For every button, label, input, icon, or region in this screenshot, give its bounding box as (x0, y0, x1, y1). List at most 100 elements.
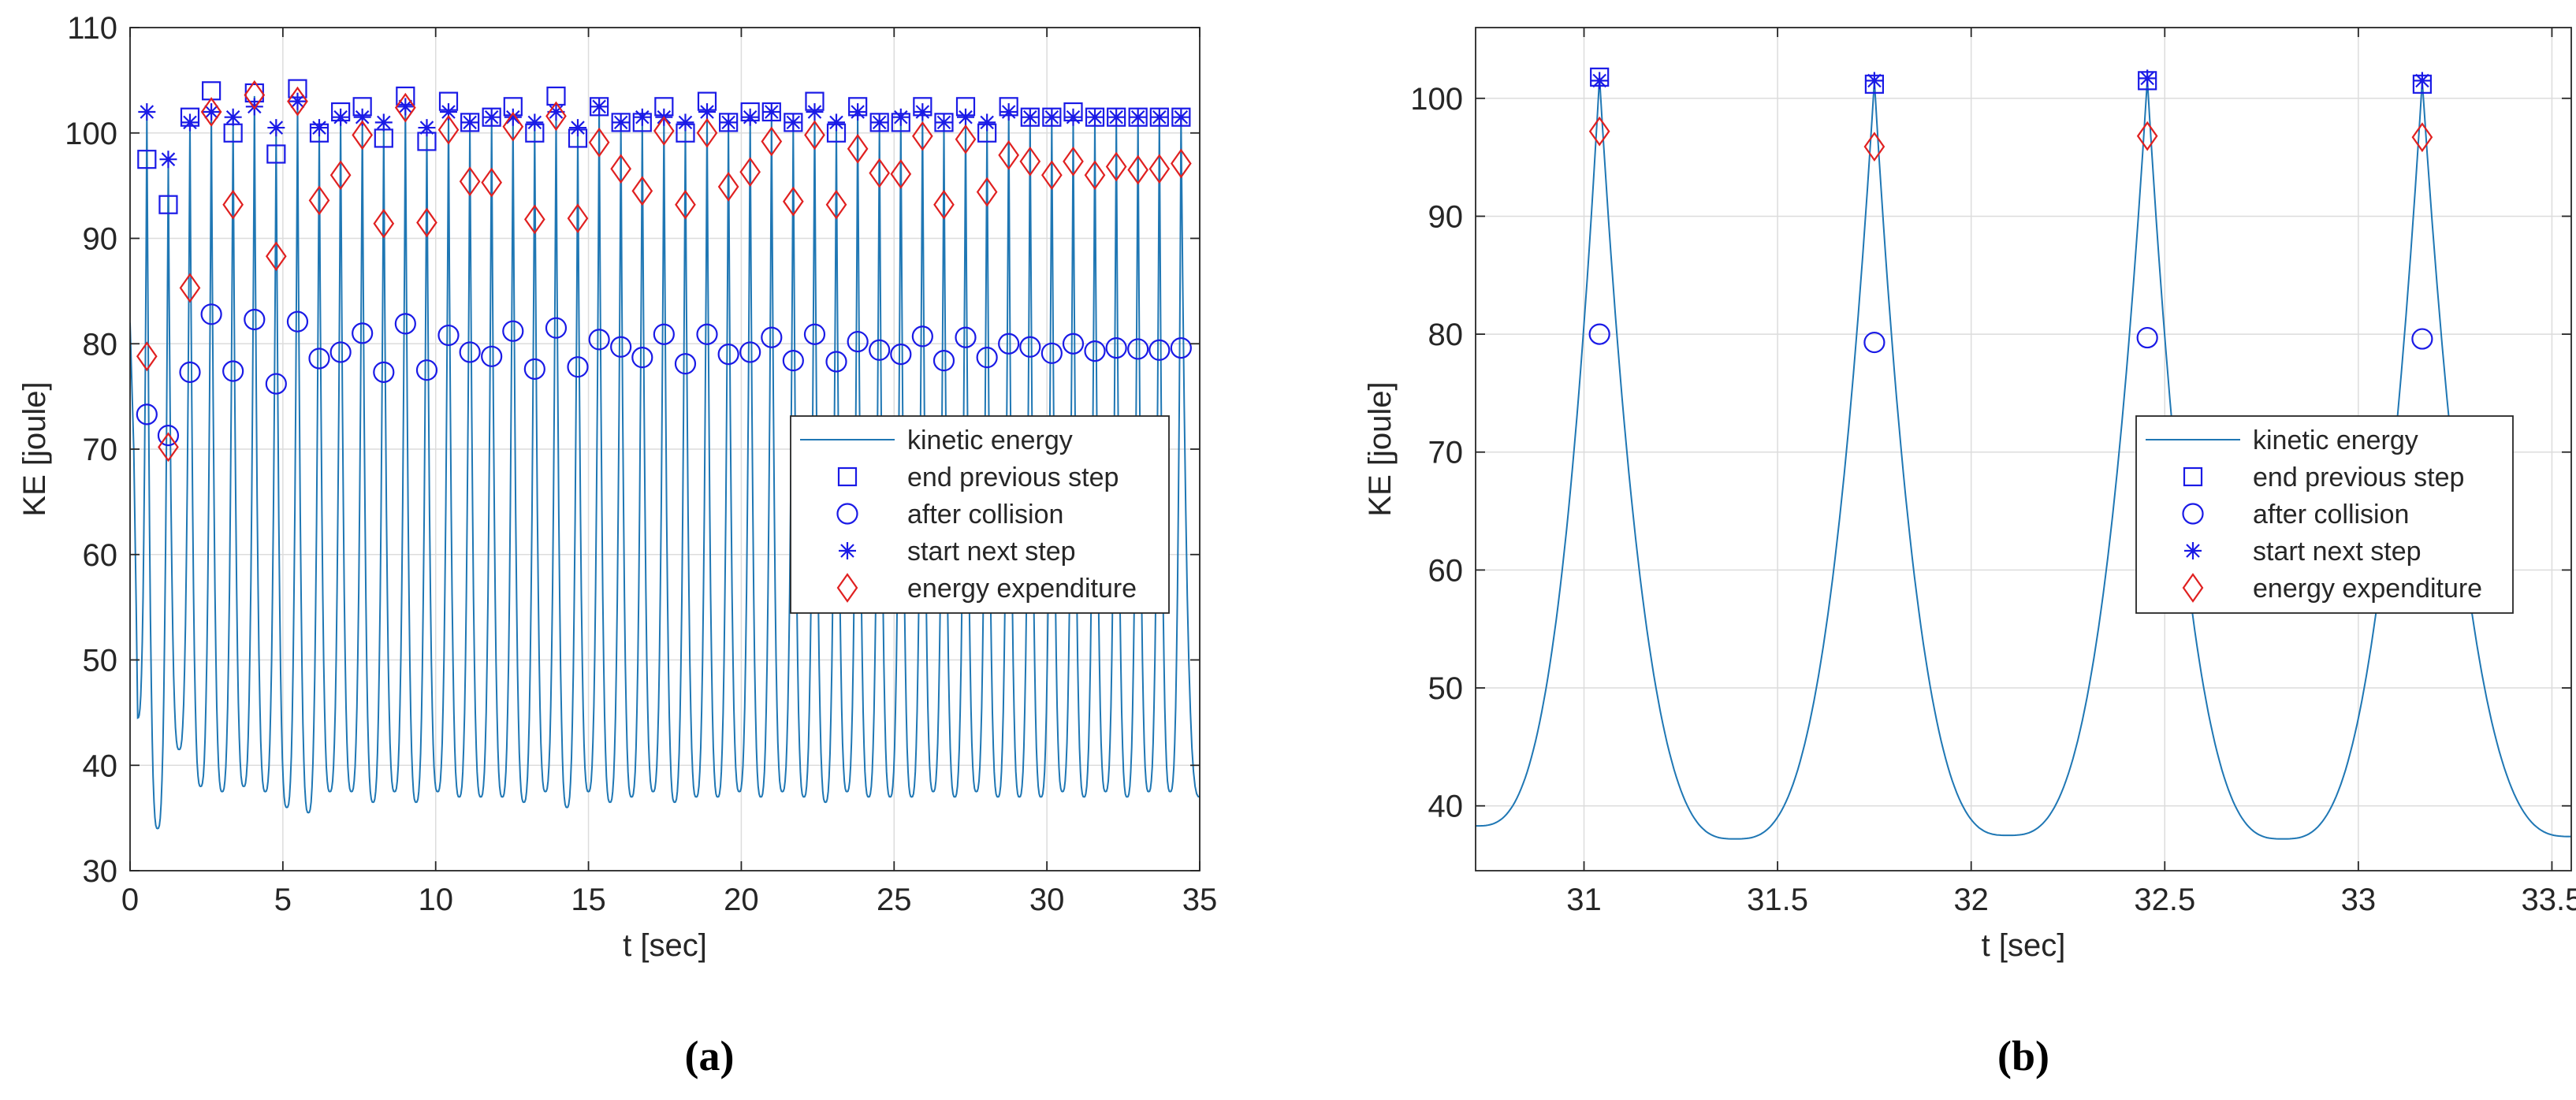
diamond-marker (481, 167, 503, 198)
asterisk-marker (590, 98, 609, 116)
y-tick-label: 90 (83, 222, 118, 257)
series-circle (1588, 323, 2433, 354)
y-tick-label: 110 (67, 11, 117, 46)
chart-panel-b: 31 31.5 32 32.5 33 33.5 40 50 60 70 80 90 100 t [sec]… (1363, 27, 2576, 963)
asterisk-marker (1129, 108, 1147, 126)
x-axis-label: t [sec] (1982, 928, 2066, 963)
legend-asterisk-sample (839, 542, 856, 559)
asterisk-marker (482, 108, 501, 126)
circle-marker (803, 323, 826, 345)
asterisk-marker (1064, 108, 1082, 126)
y-tick-label: 30 (83, 854, 118, 889)
x-tick-label: 32.5 (2134, 883, 2195, 917)
diamond-marker (394, 92, 416, 123)
circle-marker (1588, 323, 1610, 345)
circle-marker (761, 326, 783, 348)
diamond-marker (869, 158, 891, 188)
legend-label: energy expenditure (2253, 574, 2482, 604)
asterisk-marker (547, 103, 565, 121)
series-diamond (136, 80, 1192, 463)
x-tick-label: 33.5 (2522, 883, 2576, 917)
x-tick-label: 15 (571, 883, 606, 917)
asterisk-marker (1107, 108, 1126, 126)
y-tick-label: 100 (65, 117, 117, 151)
legend-asterisk-sample (2184, 542, 2202, 559)
series-diamond (1588, 116, 2433, 162)
chart-panel-a: 0 5 10 15 20 25 30 35 30 40 50 60 70 80 90 100 110 t [sec… (17, 11, 1217, 963)
circle-marker (890, 344, 912, 366)
asterisk-marker (892, 108, 910, 126)
legend-label: after collision (907, 500, 1063, 530)
diamond-marker (610, 154, 632, 184)
diamond-marker (2411, 122, 2433, 153)
circle-marker (545, 317, 568, 339)
diamond-marker (1127, 154, 1149, 185)
circle-marker (2411, 328, 2433, 350)
diamond-marker (804, 120, 825, 151)
diamond-marker (1041, 160, 1063, 191)
asterisk-marker (1150, 108, 1168, 126)
x-tick-label: 10 (418, 883, 453, 917)
legend-label: start next step (2253, 537, 2422, 567)
asterisk-marker (698, 103, 717, 121)
circle-marker (459, 341, 481, 363)
diamond-marker (653, 116, 675, 146)
diamond-marker (1063, 146, 1084, 177)
asterisk-marker (181, 113, 199, 132)
x-tick-label: 31 (1566, 883, 1602, 917)
circle-marker (717, 344, 739, 366)
x-tick-label: 20 (724, 883, 759, 917)
diamond-marker (1148, 154, 1171, 184)
diamond-marker (136, 341, 158, 372)
circle-marker (955, 326, 977, 348)
legend-label: kinetic energy (907, 426, 1073, 455)
circle-marker (373, 361, 395, 383)
diamond-marker (244, 80, 266, 110)
panel-label: (b) (1997, 1032, 2049, 1080)
y-tick-label: 70 (83, 433, 118, 467)
circle-marker (1084, 340, 1106, 362)
series-square (1590, 67, 2433, 94)
asterisk-marker (332, 108, 350, 126)
diamond-marker (352, 120, 374, 151)
circle-marker (653, 323, 675, 345)
y-tick-label: 60 (1428, 553, 1464, 588)
asterisk-marker (633, 108, 651, 126)
asterisk-marker (784, 113, 802, 132)
legend-circle-sample (2182, 503, 2204, 525)
diamond-marker (761, 126, 783, 157)
asterisk-marker (870, 113, 888, 132)
circle-marker (976, 347, 998, 369)
asterisk-marker (203, 103, 221, 121)
diamond-marker (825, 189, 847, 220)
diamond-marker (890, 159, 912, 189)
diamond-marker (373, 208, 395, 239)
circle-marker (567, 356, 589, 378)
asterisk-marker (138, 103, 156, 121)
diamond-marker (955, 124, 977, 154)
y-tick-label: 100 (1410, 82, 1463, 117)
circle-marker (329, 341, 352, 363)
asterisk-marker (245, 98, 263, 116)
circle-marker (1863, 331, 1885, 354)
square-marker (266, 144, 286, 164)
circle-marker (1062, 333, 1085, 355)
diamond-marker (739, 157, 761, 188)
circle-marker (179, 361, 201, 383)
circle-marker (157, 425, 180, 447)
kinetic-energy-line (130, 95, 1200, 830)
circle-marker (782, 350, 804, 372)
y-tick-label: 50 (1428, 671, 1464, 706)
asterisk-marker (957, 108, 975, 126)
circle-marker (481, 345, 503, 367)
circle-marker (739, 341, 761, 363)
diamond-marker (200, 97, 222, 127)
legend-label: end previous step (2253, 463, 2464, 492)
asterisk-marker (353, 108, 371, 126)
series-circle (136, 303, 1192, 447)
asterisk-marker (267, 119, 285, 137)
square-marker (202, 81, 221, 101)
circle-marker (998, 333, 1020, 355)
circle-marker (394, 313, 416, 335)
